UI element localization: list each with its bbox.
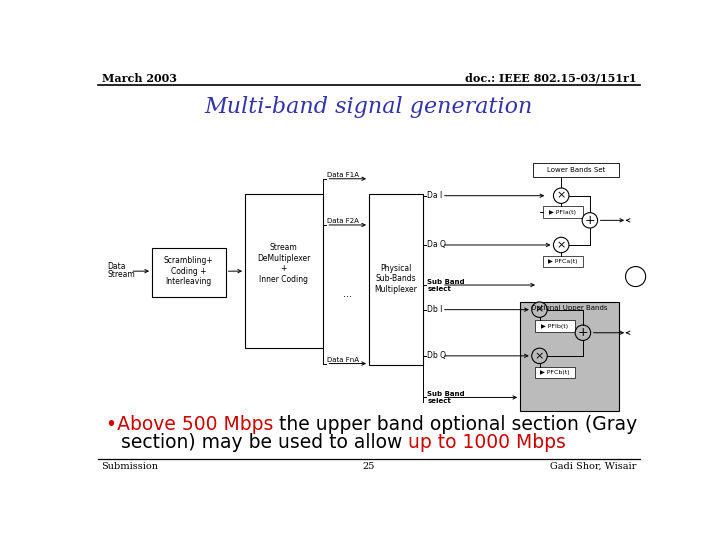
- Text: Da I: Da I: [427, 191, 442, 200]
- Text: Lower Bands Set: Lower Bands Set: [546, 167, 605, 173]
- Text: Submission: Submission: [102, 462, 158, 471]
- Bar: [534, 164, 618, 177]
- Text: the upper band optional section (Gray: the upper band optional section (Gray: [273, 415, 637, 434]
- Text: ▶ PFCa(t): ▶ PFCa(t): [548, 259, 577, 264]
- Bar: [535, 320, 575, 332]
- Text: Scrambling+
Coding +
Interleaving: Scrambling+ Coding + Interleaving: [163, 256, 213, 286]
- Text: up to 1000 Mbps: up to 1000 Mbps: [408, 433, 566, 452]
- Bar: [369, 194, 423, 365]
- Text: ×: ×: [557, 240, 566, 250]
- Text: Optional Upper Bands: Optional Upper Bands: [531, 305, 608, 311]
- Text: ×: ×: [557, 191, 566, 201]
- Text: 25: 25: [363, 462, 375, 471]
- Circle shape: [582, 213, 598, 228]
- Text: Physical
Sub-Bands
Multiplexer: Physical Sub-Bands Multiplexer: [374, 264, 418, 294]
- Circle shape: [554, 237, 569, 253]
- Circle shape: [626, 267, 646, 287]
- Bar: [520, 302, 619, 411]
- Text: Multi-band signal generation: Multi-band signal generation: [204, 96, 534, 118]
- Text: ×: ×: [535, 305, 544, 315]
- Text: ×: ×: [535, 351, 544, 361]
- Bar: [543, 206, 583, 218]
- Text: Sub Band
select: Sub Band select: [427, 391, 464, 404]
- Bar: [543, 256, 583, 267]
- Bar: [152, 248, 225, 298]
- Text: •Above 500 Mbps: •Above 500 Mbps: [106, 415, 273, 434]
- Circle shape: [532, 348, 547, 363]
- Text: Stream: Stream: [107, 270, 135, 279]
- Text: Sub Band
select: Sub Band select: [427, 279, 464, 292]
- Text: ...: ...: [343, 289, 352, 299]
- Text: ▶ PFIa(t): ▶ PFIa(t): [549, 210, 576, 215]
- Text: Data FnA: Data FnA: [327, 357, 359, 363]
- Text: ▶ PFIb(t): ▶ PFIb(t): [541, 323, 569, 329]
- Text: Data F2A: Data F2A: [327, 218, 359, 224]
- Circle shape: [532, 302, 547, 318]
- Text: Db I: Db I: [427, 305, 443, 314]
- Text: +: +: [585, 214, 595, 227]
- Text: Stream
DeMultiplexer
+
Inner Coding: Stream DeMultiplexer + Inner Coding: [257, 244, 310, 284]
- Text: Da Q: Da Q: [427, 240, 446, 249]
- Text: Data: Data: [107, 262, 125, 271]
- Text: Data F1A: Data F1A: [327, 172, 359, 178]
- Bar: [535, 367, 575, 378]
- Bar: [245, 194, 323, 348]
- Text: doc.: IEEE 802.15-03/151r1: doc.: IEEE 802.15-03/151r1: [465, 72, 636, 84]
- Text: section) may be used to allow: section) may be used to allow: [121, 433, 408, 452]
- Text: ▶ PFCb(t): ▶ PFCb(t): [540, 370, 570, 375]
- Circle shape: [575, 325, 590, 340]
- Text: March 2003: March 2003: [102, 72, 176, 84]
- Text: +: +: [577, 326, 588, 339]
- Circle shape: [554, 188, 569, 204]
- Text: Gadi Shor, Wisair: Gadi Shor, Wisair: [550, 462, 636, 471]
- Text: Db Q: Db Q: [427, 352, 446, 360]
